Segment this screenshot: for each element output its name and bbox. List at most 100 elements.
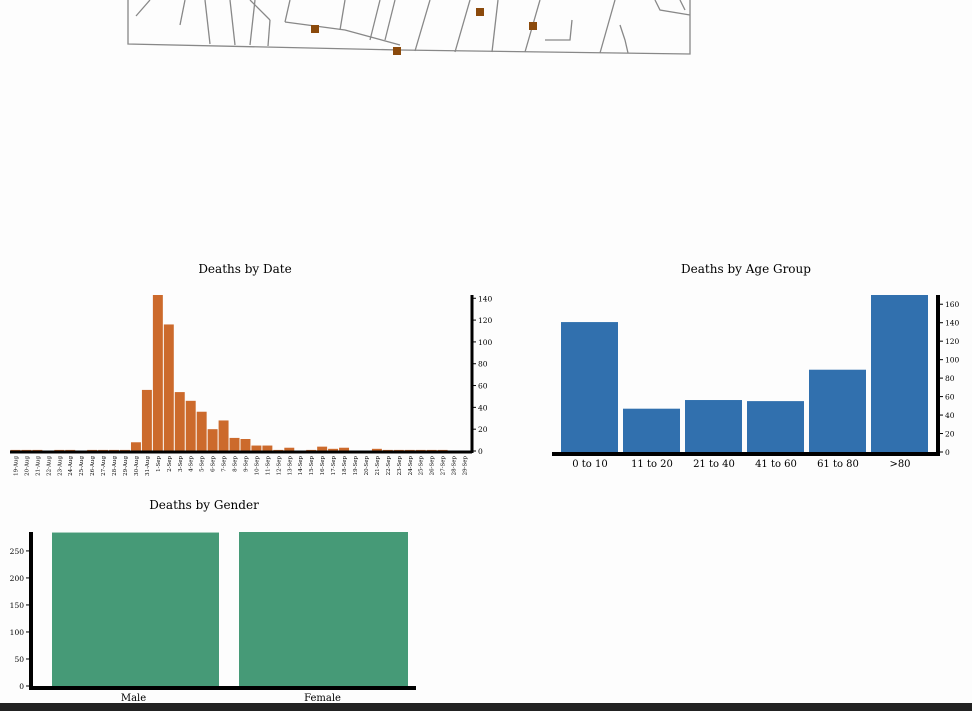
date-bar [218, 420, 229, 451]
date-bar [306, 449, 317, 451]
date-tick-label: 3-Sep [178, 456, 184, 472]
date-bar [339, 447, 350, 451]
age-bar [747, 401, 804, 452]
date-tick-label: 18-Sep [342, 456, 348, 476]
date-tick-label: 20-Sep [364, 456, 370, 476]
date-tick-label: 13-Sep [287, 456, 293, 476]
death-marker [476, 8, 484, 16]
date-bar [87, 449, 98, 451]
gender-category-label: Male [121, 693, 146, 704]
chart-title-gender: Deaths by Gender [149, 498, 259, 512]
age-category-label: >80 [889, 459, 910, 470]
deaths-by-age-chart: 0 to 10 11 to 20 21 to 40 41 to 60 61 to 80 >… [552, 295, 960, 470]
date-tick-label: 23-Aug [57, 456, 63, 476]
date-tick-label: 21-Aug [35, 456, 41, 476]
age-y-tick-label: 40 [945, 411, 955, 420]
date-bar [10, 449, 21, 451]
date-y-tick-label: 140 [478, 294, 493, 303]
date-tick-label: 22-Sep [386, 456, 392, 476]
date-tick-label: 29-Aug [123, 456, 129, 476]
age-bar [809, 369, 866, 452]
chart-title-date: Deaths by Date [198, 262, 292, 276]
date-tick-label: 11-Sep [265, 456, 271, 476]
chart-title-age: Deaths by Age Group [681, 262, 811, 276]
age-y-tick-label: 140 [945, 319, 960, 328]
date-bar [54, 449, 65, 451]
street-map[interactable] [0, 0, 972, 70]
date-tick-label: 30-Aug [134, 456, 140, 476]
date-tick-label: 31-Aug [145, 456, 151, 476]
gender-category-label: Female [304, 693, 341, 704]
date-tick-label: 7-Sep [222, 456, 228, 472]
date-bar [120, 449, 130, 451]
date-tick-label: 19-Aug [13, 456, 19, 476]
date-bar [328, 448, 339, 451]
date-bar [174, 392, 185, 451]
date-y-tick-label: 120 [478, 316, 493, 325]
date-y-tick-label: 80 [478, 360, 488, 369]
gender-y-tick-label: 0 [19, 682, 24, 691]
gender-y-tick-label: 100 [10, 628, 25, 637]
age-category-label: 0 to 10 [572, 459, 607, 470]
date-y-tick-label: 40 [478, 403, 488, 412]
death-marker [529, 22, 537, 30]
date-tick-label: 28-Sep [452, 456, 458, 476]
date-tick-label: 22-Aug [46, 456, 52, 476]
death-marker [393, 47, 401, 55]
date-bar [109, 449, 120, 451]
date-bar [130, 442, 141, 451]
age-bar [685, 400, 742, 452]
date-tick-label: 29-Sep [463, 456, 469, 476]
date-bar [251, 445, 262, 451]
date-bar [152, 295, 163, 451]
age-y-tick-label: 160 [945, 300, 960, 309]
age-category-label: 61 to 80 [817, 459, 859, 470]
date-tick-label: 17-Sep [331, 456, 337, 476]
date-bar [229, 437, 240, 451]
date-y-tick-label: 0 [478, 447, 483, 456]
date-y-tick-label: 60 [478, 382, 488, 391]
age-y-tick-label: 0 [945, 448, 950, 457]
date-tick-label: 20-Aug [24, 456, 30, 476]
age-y-tick-label: 100 [945, 356, 960, 365]
date-tick-label: 26-Aug [90, 456, 96, 476]
date-tick-label: 25-Aug [79, 456, 85, 476]
date-tick-label: 5-Sep [200, 456, 206, 472]
age-bar [561, 322, 618, 452]
date-bar [185, 400, 196, 451]
date-bar [382, 449, 393, 451]
date-tick-label: 10-Sep [254, 456, 260, 476]
date-tick-label: 8-Sep [233, 456, 239, 472]
date-y-tick-label: 100 [478, 338, 493, 347]
date-tick-label: 28-Aug [112, 456, 118, 476]
gender-y-tick-label: 150 [10, 601, 25, 610]
date-bar [207, 429, 218, 451]
date-bar [32, 449, 43, 451]
death-markers [311, 8, 537, 55]
date-tick-label: 15-Sep [309, 456, 315, 476]
date-tick-label: 26-Sep [430, 456, 436, 476]
bottom-bar [0, 703, 972, 711]
date-bar [98, 449, 109, 451]
date-tick-label: 27-Sep [441, 456, 447, 476]
date-bar [426, 449, 437, 451]
date-tick-label: 27-Aug [101, 456, 107, 476]
date-tick-label: 4-Sep [189, 456, 195, 472]
date-bar [371, 448, 382, 451]
age-category-label: 11 to 20 [631, 459, 673, 470]
date-bar [163, 324, 174, 451]
deaths-by-gender-chart: Male Female 0 50 100 150 200 250 [10, 532, 416, 704]
age-bar [623, 408, 680, 452]
date-bar [317, 446, 328, 451]
gender-y-tick-label: 200 [10, 574, 25, 583]
date-bar [65, 449, 76, 451]
date-bar [284, 447, 295, 451]
age-category-label: 41 to 60 [755, 459, 797, 470]
date-tick-label: 12-Sep [276, 456, 282, 476]
date-bar [415, 449, 426, 451]
age-category-label: 21 to 40 [693, 459, 735, 470]
date-tick-label: 21-Sep [375, 456, 381, 476]
death-marker [311, 25, 319, 33]
map-streets [127, 0, 691, 55]
date-tick-label: 24-Aug [68, 456, 74, 476]
